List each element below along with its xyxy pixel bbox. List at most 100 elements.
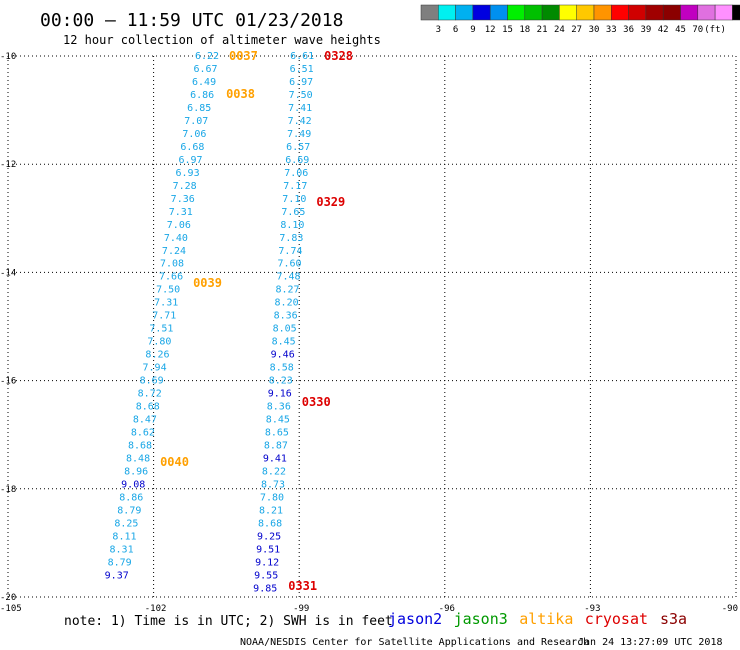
swh-value: 7.50 — [156, 285, 180, 296]
swh-value: 6.86 — [190, 90, 214, 101]
swh-value: 7.06 — [167, 220, 191, 231]
swh-value: 9.41 — [263, 454, 287, 465]
swh-value: 8.68 — [128, 441, 152, 452]
y-tick-label: -16 — [0, 377, 16, 387]
swh-value: 8.73 — [261, 479, 285, 490]
colorbar-label: 6 — [453, 25, 458, 35]
colorbar-label: 18 — [519, 25, 530, 35]
colorbar-label: 24 — [554, 25, 565, 35]
colorbar-label: 42 — [658, 25, 669, 35]
pass-time-label: 0330 — [302, 395, 331, 409]
swh-value: 7.80 — [147, 337, 171, 348]
satellite-legend-jason3: jason3 — [454, 610, 508, 628]
pass-time-label: 0328 — [324, 49, 353, 63]
swh-value: 7.36 — [171, 194, 195, 205]
swh-value: 8.26 — [145, 350, 169, 361]
colorbar-label: 30 — [589, 25, 600, 35]
colorbar-swatch — [541, 4, 560, 21]
swh-value: 8.69 — [140, 376, 164, 387]
wave-height-labels: 6.22 6.67 6.49 6.86 6.85 7.07 7.06 6.68 6.97 6.93… — [105, 51, 314, 594]
swh-value: 8.62 — [131, 428, 155, 439]
colorbar-label: 15 — [502, 25, 513, 35]
colorbar-label: 9 — [470, 25, 475, 35]
pass-time-label: 0038 — [226, 87, 255, 101]
colorbar-swatch — [611, 4, 629, 21]
swh-value: 6.22 — [195, 51, 219, 62]
swh-value: 7.65 — [281, 207, 305, 218]
swh-value: 8.31 — [110, 544, 134, 555]
swh-value: 9.16 — [268, 389, 292, 400]
swh-value: 8.20 — [275, 298, 299, 309]
colorbar-swatch — [576, 4, 595, 21]
colorbar-swatch — [420, 4, 439, 21]
swh-value: 7.28 — [173, 181, 197, 192]
swh-value: 7.83 — [279, 233, 303, 244]
satellite-legend-altika: altika — [519, 610, 573, 628]
swh-value: 7.41 — [288, 103, 312, 114]
y-tick-label: -10 — [0, 52, 16, 62]
y-tick-label: -20 — [0, 593, 16, 603]
colorbar-swatch — [662, 4, 681, 21]
swh-value: 8.87 — [264, 441, 288, 452]
satellite-legend-s3a: s3a — [660, 610, 687, 628]
colorbar-swatch — [559, 4, 577, 21]
colorbar-label: 21 — [537, 25, 548, 35]
swh-value: 9.08 — [121, 479, 145, 490]
satellite-legend: jason2 jason3 altika cryosat s3a — [388, 610, 687, 628]
swh-value: 6.69 — [285, 155, 309, 166]
colorbar-swatch — [438, 4, 456, 21]
swh-value: 7.74 — [278, 246, 302, 257]
swh-value: 8.68 — [258, 518, 282, 529]
swh-value: 8.22 — [262, 466, 286, 477]
colorbar-swatch — [732, 4, 740, 21]
colorbar-swatch — [593, 4, 612, 21]
swh-value: 9.55 — [254, 570, 278, 581]
swh-value: 8.25 — [114, 518, 138, 529]
x-tick-label: -102 — [145, 604, 167, 614]
pass-time-label: 0040 — [160, 455, 189, 469]
pass-time-label: 0329 — [316, 195, 345, 209]
colorbar-swatch — [714, 4, 733, 21]
colorbar-legend: 3 6 9 12 15 18 21 24 27 30 33 36 39 42 45 70 (ft) — [420, 4, 740, 35]
colorbar-swatch — [507, 4, 526, 21]
x-tick-label: -96 — [439, 604, 455, 614]
satellite-legend-cryosat: cryosat — [585, 610, 648, 628]
swh-value: 8.10 — [280, 220, 304, 231]
colorbar-swatch — [489, 4, 508, 21]
generated-timestamp: Jan 24 13:27:09 UTC 2018 — [578, 637, 723, 648]
swh-value: 9.85 — [253, 583, 277, 594]
swh-value: 6.93 — [176, 168, 200, 179]
colorbar-label: 70 — [692, 25, 703, 35]
swh-value: 8.72 — [138, 389, 162, 400]
swh-value: 7.08 — [160, 259, 184, 270]
colorbar-label: 12 — [485, 25, 496, 35]
swh-value: 8.23 — [269, 376, 293, 387]
colorbar-swatch — [697, 4, 716, 21]
swh-value: 8.96 — [124, 466, 148, 477]
swh-value: 7.06 — [182, 129, 206, 140]
swh-value: 7.40 — [164, 233, 188, 244]
swh-value: 8.86 — [119, 492, 143, 503]
swh-value: 8.65 — [265, 428, 289, 439]
pass-time-label: 0331 — [288, 579, 317, 593]
swh-value: 7.17 — [283, 181, 307, 192]
swh-value: 9.46 — [271, 350, 295, 361]
swh-value: 8.45 — [266, 415, 290, 426]
swh-value: 8.68 — [136, 402, 160, 413]
swh-value: 7.60 — [277, 259, 301, 270]
chart-title: 00:00 – 11:59 UTC 01/23/2018 — [40, 10, 343, 31]
swh-value: 8.21 — [259, 505, 283, 516]
swh-value: 8.47 — [133, 415, 157, 426]
swh-value: 6.97 — [178, 155, 202, 166]
swh-value: 8.79 — [108, 557, 132, 568]
colorbar-swatch — [680, 4, 699, 21]
swh-value: 9.12 — [255, 557, 279, 568]
x-tick-label: -105 — [0, 604, 22, 614]
colorbar-label: 3 — [436, 25, 441, 35]
swh-value: 7.49 — [287, 129, 311, 140]
y-tick-label: -14 — [0, 268, 16, 278]
swh-value: 8.58 — [270, 363, 294, 374]
swh-value: 8.45 — [272, 337, 296, 348]
swh-value: 7.31 — [169, 207, 193, 218]
